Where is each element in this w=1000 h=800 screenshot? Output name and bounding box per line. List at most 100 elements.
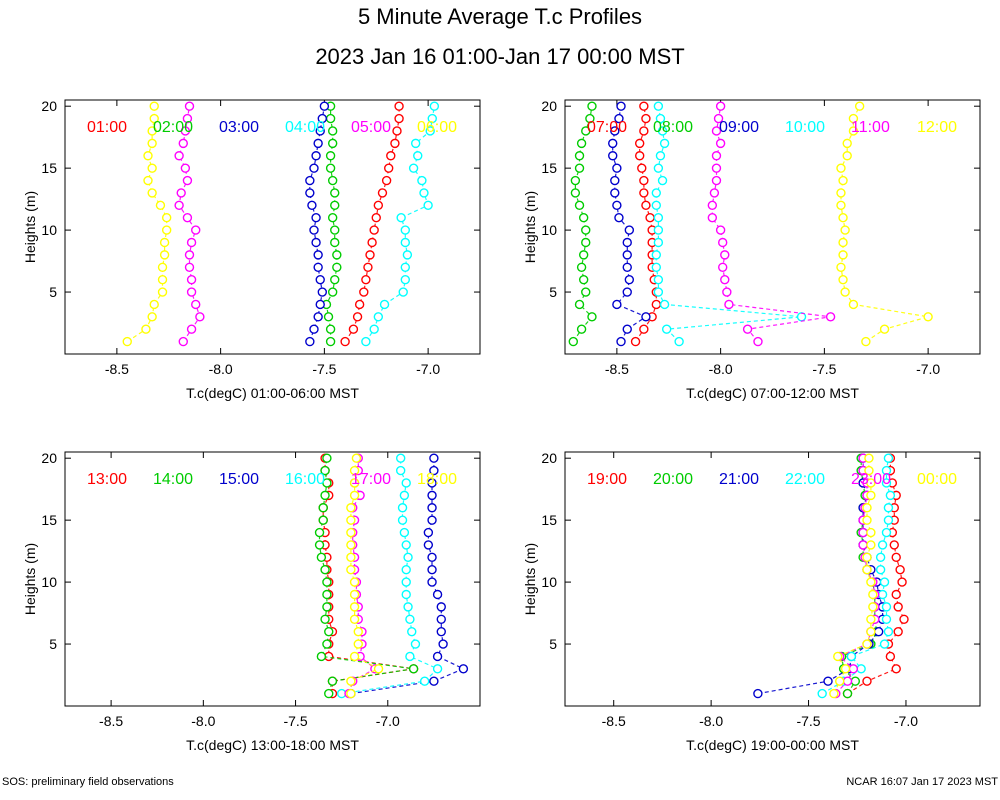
- data-point: [635, 151, 645, 161]
- data-point: [651, 262, 661, 272]
- data-point: [838, 213, 848, 223]
- data-point: [316, 651, 327, 662]
- legend-entry: 04:00: [285, 119, 325, 136]
- data-point: [877, 589, 888, 600]
- data-point: [429, 465, 439, 476]
- y-tick-label: 20: [541, 98, 557, 114]
- data-point: [624, 225, 635, 235]
- data-point: [155, 200, 166, 211]
- data-point: [866, 490, 876, 501]
- data-point: [838, 237, 848, 248]
- data-point: [836, 200, 846, 211]
- y-tick-label: 15: [541, 512, 557, 528]
- data-point: [829, 688, 839, 699]
- data-point: [419, 188, 429, 198]
- data-point: [315, 299, 325, 310]
- data-point: [417, 175, 427, 186]
- x-tick-label: -7.0: [416, 361, 440, 377]
- data-point: [581, 237, 591, 248]
- data-point: [458, 664, 469, 674]
- data-point: [325, 163, 336, 173]
- data-point: [330, 274, 340, 285]
- series-line-1400: [318, 458, 414, 694]
- data-point: [651, 250, 661, 260]
- data-point: [873, 626, 884, 637]
- data-point: [868, 602, 878, 612]
- data-point: [384, 163, 394, 173]
- data-point: [616, 101, 626, 111]
- data-point: [400, 237, 410, 248]
- data-point: [923, 312, 933, 322]
- data-point: [645, 213, 655, 223]
- data-point: [322, 453, 332, 463]
- data-point: [327, 287, 338, 297]
- data-point: [651, 200, 661, 211]
- data-point: [373, 312, 384, 322]
- data-point: [570, 188, 581, 198]
- data-point: [659, 299, 670, 310]
- data-point: [305, 175, 315, 186]
- legend-entry: 13:00: [87, 471, 127, 488]
- plot-frame: [564, 451, 981, 707]
- data-point: [639, 126, 649, 136]
- footer-right-note: NCAR 16:07 Jan 17 2023 MST: [846, 776, 998, 788]
- data-point: [371, 213, 381, 223]
- data-point: [883, 503, 894, 513]
- data-point: [149, 101, 159, 111]
- data-point: [833, 651, 843, 662]
- data-point: [576, 138, 587, 149]
- data-point: [836, 262, 846, 272]
- data-point: [891, 589, 901, 600]
- data-point: [317, 113, 327, 124]
- data-point: [436, 626, 446, 637]
- data-point: [178, 336, 188, 347]
- data-point: [427, 478, 437, 488]
- data-point: [363, 262, 373, 272]
- data-point: [159, 237, 170, 248]
- data-point: [186, 324, 197, 334]
- data-point: [568, 336, 578, 347]
- data-point: [885, 490, 896, 501]
- data-point: [174, 151, 184, 161]
- data-point: [427, 490, 437, 501]
- data-point: [353, 639, 363, 649]
- data-point: [578, 274, 589, 285]
- data-point: [402, 250, 413, 260]
- data-point: [574, 151, 585, 161]
- data-point: [817, 688, 827, 699]
- data-point: [184, 101, 195, 111]
- data-point: [324, 688, 334, 699]
- data-point: [581, 225, 591, 235]
- data-point: [325, 151, 336, 161]
- legend-entry: 14:00: [153, 471, 193, 488]
- data-point: [327, 676, 338, 686]
- x-tick-label: -7.5: [283, 713, 307, 729]
- data-point: [861, 336, 871, 347]
- data-point: [309, 324, 319, 334]
- x-axis-label: T.c(degC) 19:00-00:00 MST: [686, 737, 859, 753]
- legend-entry: 06:00: [417, 119, 457, 136]
- y-tick-label: 15: [41, 512, 57, 528]
- data-layer: [753, 453, 909, 699]
- legend-entry: 07:00: [587, 119, 627, 136]
- data-point: [883, 626, 894, 637]
- data-point: [711, 175, 722, 186]
- series-line-0300: [309, 106, 325, 342]
- data-point: [624, 274, 635, 285]
- data-point: [351, 453, 362, 463]
- y-tick-label: 5: [49, 284, 57, 300]
- legend-entry: 03:00: [219, 119, 259, 136]
- data-point: [436, 614, 446, 624]
- data-point: [318, 503, 328, 513]
- data-point: [143, 175, 153, 186]
- data-point: [862, 639, 872, 649]
- data-point: [429, 453, 439, 463]
- data-point: [838, 175, 848, 186]
- plot-panel-1: -8.5 -8.0 -7.5 -7.0 5 10 15 20 T.c(degC) 01:00-0…: [22, 98, 481, 401]
- data-point: [881, 478, 892, 488]
- data-point: [423, 540, 434, 550]
- data-point: [419, 676, 430, 686]
- data-point: [392, 126, 402, 136]
- data-point: [825, 312, 836, 322]
